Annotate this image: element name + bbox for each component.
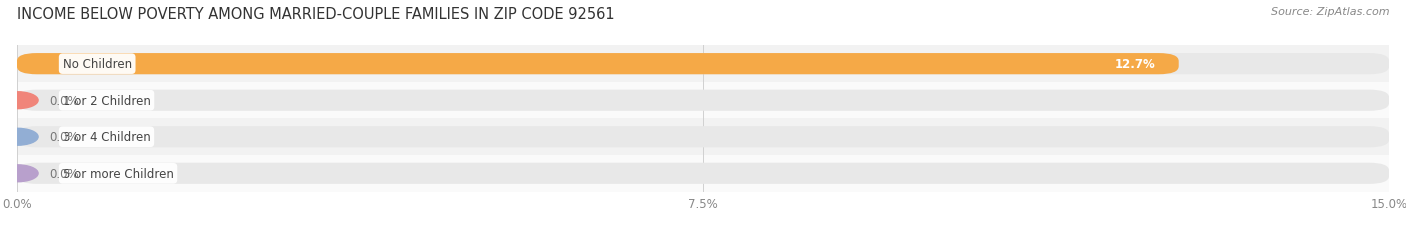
Text: 0.0%: 0.0% [49, 94, 79, 107]
Text: Source: ZipAtlas.com: Source: ZipAtlas.com [1271, 7, 1389, 17]
FancyBboxPatch shape [17, 90, 1389, 111]
FancyBboxPatch shape [17, 127, 1389, 148]
Text: INCOME BELOW POVERTY AMONG MARRIED-COUPLE FAMILIES IN ZIP CODE 92561: INCOME BELOW POVERTY AMONG MARRIED-COUPL… [17, 7, 614, 22]
Bar [17, 119, 1389, 155]
Bar [17, 46, 1389, 82]
Text: 5 or more Children: 5 or more Children [63, 167, 173, 180]
Bar [17, 82, 1389, 119]
FancyBboxPatch shape [17, 54, 1389, 75]
Circle shape [0, 165, 38, 182]
FancyBboxPatch shape [17, 54, 1178, 75]
Text: 0.0%: 0.0% [49, 167, 79, 180]
Circle shape [0, 129, 38, 146]
Text: 12.7%: 12.7% [1115, 58, 1156, 71]
Circle shape [0, 92, 38, 109]
Text: No Children: No Children [63, 58, 132, 71]
FancyBboxPatch shape [17, 163, 1389, 184]
Text: 1 or 2 Children: 1 or 2 Children [63, 94, 150, 107]
Text: 0.0%: 0.0% [49, 131, 79, 144]
Bar [17, 155, 1389, 192]
Text: 3 or 4 Children: 3 or 4 Children [63, 131, 150, 144]
